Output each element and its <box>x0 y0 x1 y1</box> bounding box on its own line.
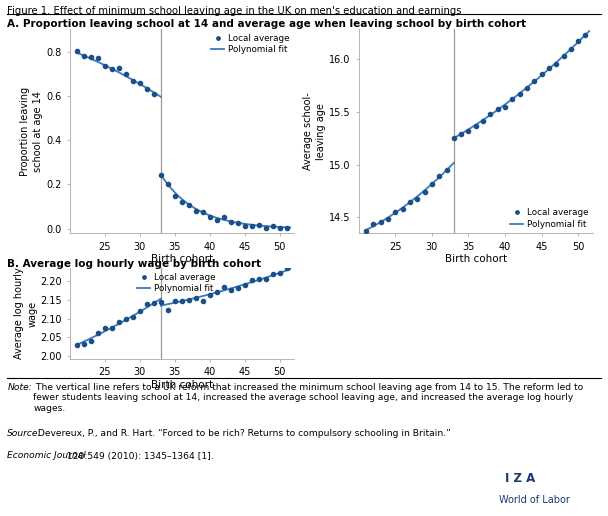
Y-axis label: Average log hourly
wage: Average log hourly wage <box>14 268 37 359</box>
Text: Devereux, P., and R. Hart. “Forced to be rich? Returns to compulsory schooling i: Devereux, P., and R. Hart. “Forced to be… <box>35 429 454 438</box>
Text: A. Proportion leaving school at 14 and average age when leaving school by birth : A. Proportion leaving school at 14 and a… <box>7 19 527 28</box>
X-axis label: Birth cohort: Birth cohort <box>151 254 213 264</box>
Text: Source:: Source: <box>7 429 42 438</box>
X-axis label: Birth cohort: Birth cohort <box>444 254 507 264</box>
Text: Economic Journal: Economic Journal <box>7 452 86 460</box>
Text: B. Average log hourly wage by birth cohort: B. Average log hourly wage by birth coho… <box>7 259 261 269</box>
Text: 120:549 (2010): 1345–1364 [1].: 120:549 (2010): 1345–1364 [1]. <box>64 452 213 460</box>
Legend: Local average, Polynomial fit: Local average, Polynomial fit <box>133 269 218 297</box>
Legend: Local average, Polynomial fit: Local average, Polynomial fit <box>208 30 293 58</box>
Text: Note:: Note: <box>7 383 32 392</box>
Text: World of Labor: World of Labor <box>499 495 570 505</box>
Y-axis label: Average school-
leaving age: Average school- leaving age <box>303 92 326 170</box>
Text: The vertical line refers to a UK reform that increased the minimum school leavin: The vertical line refers to a UK reform … <box>33 383 584 413</box>
Legend: Local average, Polynomial fit: Local average, Polynomial fit <box>507 205 592 232</box>
Y-axis label: Proportion leaving
school at age 14: Proportion leaving school at age 14 <box>20 87 43 176</box>
Text: I Z A: I Z A <box>505 472 535 485</box>
Text: Figure 1. Effect of minimum school leaving age in the UK on men's education and : Figure 1. Effect of minimum school leavi… <box>7 6 462 16</box>
X-axis label: Birth cohort: Birth cohort <box>151 380 213 390</box>
